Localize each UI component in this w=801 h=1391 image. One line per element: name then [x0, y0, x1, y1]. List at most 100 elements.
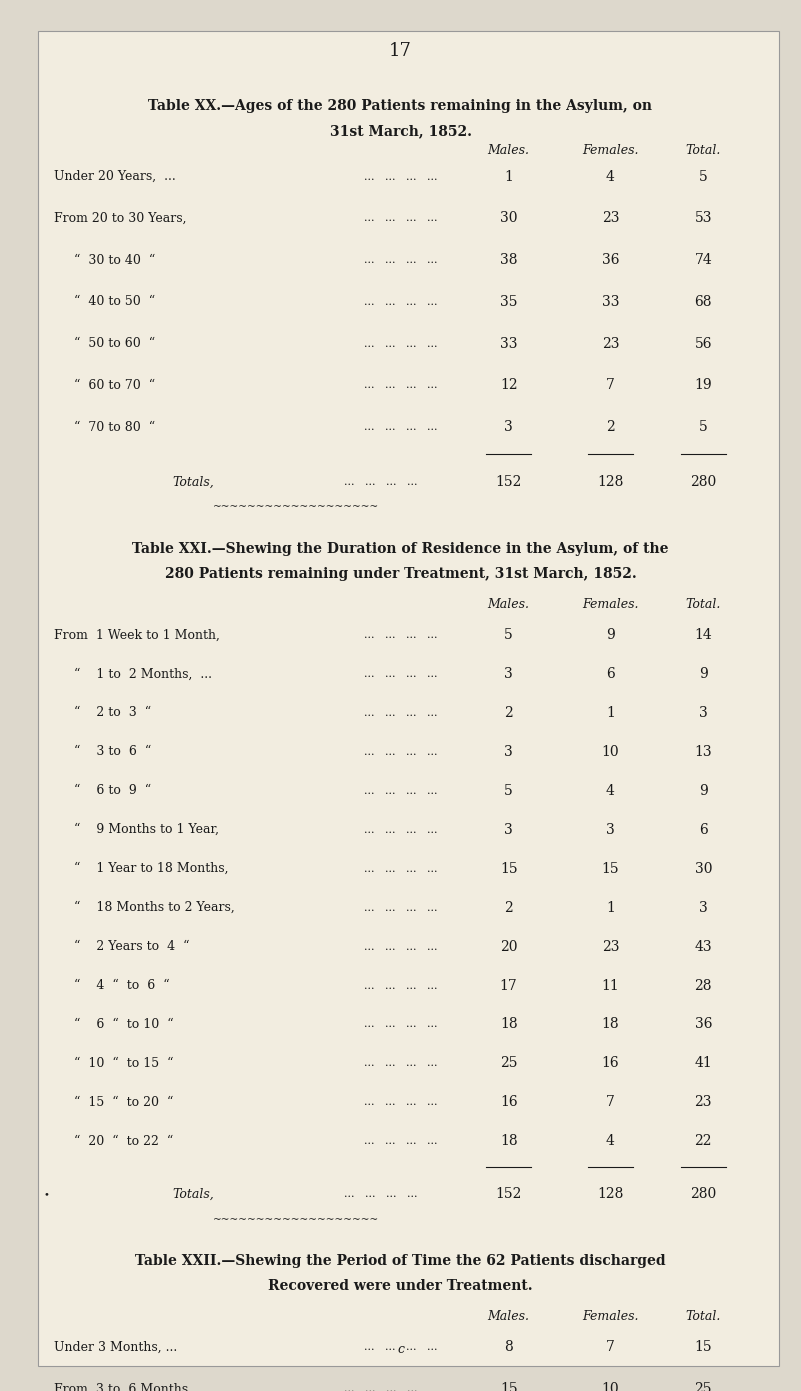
Text: 53: 53 [694, 211, 712, 225]
Text: 10: 10 [602, 1383, 619, 1391]
Text: ...   ...   ...   ...: ... ... ... ... [364, 1059, 437, 1068]
Text: 13: 13 [694, 744, 712, 759]
Text: 6: 6 [606, 666, 614, 682]
Text: 23: 23 [602, 211, 619, 225]
Text: 16: 16 [500, 1095, 517, 1110]
Text: 3: 3 [505, 666, 513, 682]
Text: 280 Patients remaining under Treatment, 31st March, 1852.: 280 Patients remaining under Treatment, … [165, 566, 636, 581]
Text: 9: 9 [606, 627, 614, 643]
Text: ...   ...   ...   ...: ... ... ... ... [364, 669, 437, 679]
Text: 152: 152 [496, 1188, 521, 1202]
Text: “    1 to  2 Months,  ...: “ 1 to 2 Months, ... [74, 668, 211, 680]
Text: 3: 3 [505, 744, 513, 759]
Text: “  70 to 80  “: “ 70 to 80 “ [74, 420, 155, 434]
Text: “  50 to 60  “: “ 50 to 60 “ [74, 337, 155, 351]
Text: 33: 33 [602, 295, 619, 309]
Text: ...   ...   ...   ...: ... ... ... ... [364, 171, 437, 182]
Text: 17: 17 [389, 43, 412, 60]
Text: 31st March, 1852.: 31st March, 1852. [329, 124, 472, 138]
Text: “    6  “  to 10  “: “ 6 “ to 10 “ [74, 1018, 173, 1031]
Text: 4: 4 [606, 783, 615, 798]
Text: “  40 to 50  “: “ 40 to 50 “ [74, 295, 155, 309]
Text: ...   ...   ...   ...: ... ... ... ... [344, 477, 417, 487]
Text: “    18 Months to 2 Years,: “ 18 Months to 2 Years, [74, 901, 235, 914]
Text: ...   ...   ...   ...: ... ... ... ... [364, 630, 437, 640]
Text: 14: 14 [694, 627, 712, 643]
Text: 3: 3 [606, 822, 614, 837]
Text: ...   ...   ...   ...: ... ... ... ... [364, 1342, 437, 1352]
Text: ...   ...   ...   ...: ... ... ... ... [344, 1189, 417, 1199]
Text: 280: 280 [690, 1188, 716, 1202]
Text: From  1 Week to 1 Month,: From 1 Week to 1 Month, [54, 629, 220, 641]
Text: 7: 7 [606, 378, 615, 392]
Text: ...   ...   ...   ...: ... ... ... ... [364, 825, 437, 835]
Text: Total.: Total. [686, 143, 721, 157]
Text: 22: 22 [694, 1134, 712, 1149]
Text: “    3 to  6  “: “ 3 to 6 “ [74, 746, 151, 758]
Text: Females.: Females. [582, 1310, 638, 1323]
Text: “    4  “  to  6  “: “ 4 “ to 6 “ [74, 979, 169, 992]
Text: 4: 4 [606, 1134, 615, 1149]
Text: ...   ...   ...   ...: ... ... ... ... [344, 1384, 417, 1391]
Text: Males.: Males. [488, 143, 529, 157]
Text: Table XX.—Ages of the 280 Patients remaining in the Asylum, on: Table XX.—Ages of the 280 Patients remai… [148, 99, 653, 113]
Text: From 20 to 30 Years,: From 20 to 30 Years, [54, 211, 187, 225]
Text: 23: 23 [602, 939, 619, 954]
Text: Under 3 Months, ...: Under 3 Months, ... [54, 1341, 178, 1353]
Text: 152: 152 [496, 474, 521, 490]
Text: ...   ...   ...   ...: ... ... ... ... [364, 296, 437, 307]
Text: 19: 19 [694, 378, 712, 392]
Text: “    6 to  9  “: “ 6 to 9 “ [74, 785, 151, 797]
Text: 17: 17 [500, 978, 517, 993]
Text: Recovered were under Treatment.: Recovered were under Treatment. [268, 1280, 533, 1294]
Text: “  10  “  to 15  “: “ 10 “ to 15 “ [74, 1057, 173, 1070]
Text: ~~~~~~~~~~~~~~~~~~~: ~~~~~~~~~~~~~~~~~~~ [213, 502, 380, 512]
Text: 12: 12 [500, 378, 517, 392]
Text: 41: 41 [694, 1056, 712, 1071]
Text: 1: 1 [606, 705, 615, 721]
Text: Females.: Females. [582, 598, 638, 611]
Text: 4: 4 [606, 170, 615, 184]
Text: 3: 3 [699, 705, 707, 721]
Text: •: • [43, 1189, 50, 1199]
Text: 6: 6 [699, 822, 707, 837]
Text: 128: 128 [598, 1188, 623, 1202]
Text: 15: 15 [500, 1383, 517, 1391]
Text: ...   ...   ...   ...: ... ... ... ... [364, 1020, 437, 1029]
Text: 7: 7 [606, 1341, 615, 1355]
Text: 20: 20 [500, 939, 517, 954]
Text: 128: 128 [598, 474, 623, 490]
Text: ...   ...   ...   ...: ... ... ... ... [364, 255, 437, 266]
Text: 30: 30 [694, 861, 712, 876]
Text: 2: 2 [606, 420, 614, 434]
Text: Table XXII.—Shewing the Period of Time the 62 Patients discharged: Table XXII.—Shewing the Period of Time t… [135, 1255, 666, 1269]
Text: 9: 9 [699, 666, 707, 682]
Text: ...   ...   ...   ...: ... ... ... ... [364, 903, 437, 912]
Text: “    2 to  3  “: “ 2 to 3 “ [74, 707, 151, 719]
Text: Males.: Males. [488, 598, 529, 611]
Text: 2: 2 [505, 900, 513, 915]
Text: ...   ...   ...   ...: ... ... ... ... [364, 213, 437, 224]
Text: 18: 18 [500, 1017, 517, 1032]
Text: ...   ...   ...   ...: ... ... ... ... [364, 1097, 437, 1107]
Text: 35: 35 [500, 295, 517, 309]
Text: 1: 1 [606, 900, 615, 915]
Text: 43: 43 [694, 939, 712, 954]
Text: ...   ...   ...   ...: ... ... ... ... [364, 1136, 437, 1146]
Text: 18: 18 [500, 1134, 517, 1149]
Text: “    1 Year to 18 Months,: “ 1 Year to 18 Months, [74, 862, 228, 875]
Text: “  30 to 40  “: “ 30 to 40 “ [74, 253, 155, 267]
Text: ...   ...   ...   ...: ... ... ... ... [364, 708, 437, 718]
Text: 33: 33 [500, 337, 517, 351]
Text: 30: 30 [500, 211, 517, 225]
Text: 15: 15 [602, 861, 619, 876]
Text: 9: 9 [699, 783, 707, 798]
Text: Females.: Females. [582, 143, 638, 157]
Text: ...   ...   ...   ...: ... ... ... ... [364, 786, 437, 796]
Text: 15: 15 [694, 1341, 712, 1355]
Text: 38: 38 [500, 253, 517, 267]
Text: ...   ...   ...   ...: ... ... ... ... [364, 747, 437, 757]
Text: 5: 5 [699, 420, 707, 434]
Text: 16: 16 [602, 1056, 619, 1071]
Text: ...   ...   ...   ...: ... ... ... ... [364, 421, 437, 433]
